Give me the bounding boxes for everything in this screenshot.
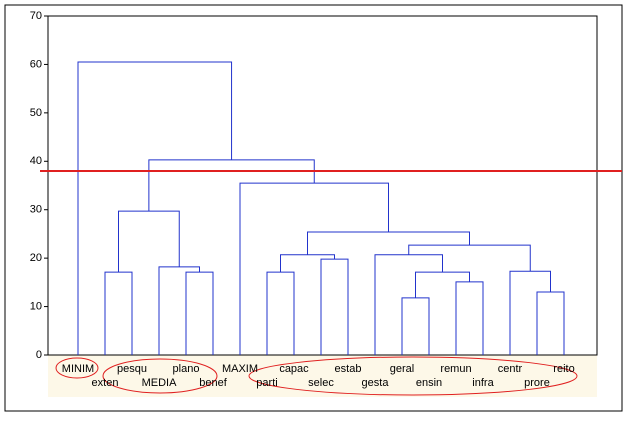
group-outline xyxy=(55,357,99,379)
leaf-label: ensin xyxy=(416,377,442,389)
link xyxy=(280,254,335,273)
leaf-label: parti xyxy=(256,377,277,389)
leaf-label: MEDIA xyxy=(142,377,178,389)
y-tick-label: 50 xyxy=(30,107,42,119)
leaf-label: remun xyxy=(440,363,471,375)
leaf-label: prore xyxy=(524,377,550,389)
link xyxy=(77,61,233,355)
y-tick-label: 10 xyxy=(30,300,42,312)
plot-area xyxy=(47,15,598,356)
link xyxy=(239,182,389,355)
leaf-label: geral xyxy=(390,363,414,375)
leaf-label: gesta xyxy=(362,377,390,389)
y-tick-label: 30 xyxy=(30,204,42,216)
leaf-label: selec xyxy=(308,377,334,389)
y-tick-label: 40 xyxy=(30,155,42,167)
y-tick-label: 70 xyxy=(30,10,42,22)
leaf-label: centr xyxy=(498,363,523,375)
leaf-label: reito xyxy=(553,363,574,375)
leaf-label: pesqu xyxy=(117,363,147,375)
leaf-label: MAXIM xyxy=(222,363,258,375)
y-tick-label: 0 xyxy=(36,349,42,361)
leaf-label: plano xyxy=(173,363,200,375)
leaf-label: benef xyxy=(199,377,227,389)
link xyxy=(509,270,551,355)
y-tick-label: 60 xyxy=(30,58,42,70)
leaf-label: MINIM xyxy=(62,363,94,375)
links xyxy=(77,61,565,355)
leaf-label: exten xyxy=(92,377,119,389)
leaf-label: capac xyxy=(279,363,309,375)
y-tick-label: 20 xyxy=(30,252,42,264)
group-outlines xyxy=(55,356,578,396)
link xyxy=(374,254,443,355)
group-outline xyxy=(248,356,578,396)
link xyxy=(536,291,565,355)
group-outline xyxy=(102,358,218,394)
leaf-label: estab xyxy=(335,363,362,375)
link xyxy=(455,281,484,355)
leaf-label: infra xyxy=(472,377,494,389)
label-band xyxy=(48,355,597,397)
